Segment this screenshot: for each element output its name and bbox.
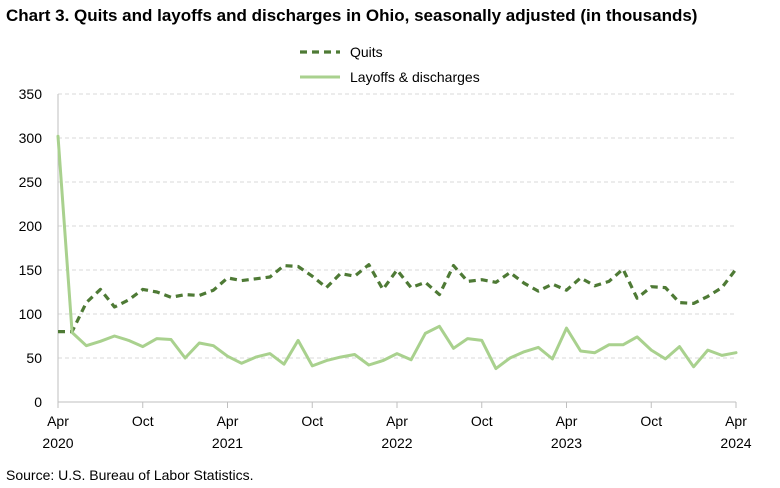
x-tick-label: Apr bbox=[725, 413, 747, 429]
x-tick-label: Oct bbox=[301, 413, 323, 429]
y-tick-label: 100 bbox=[19, 306, 43, 322]
x-tick-label: Oct bbox=[132, 413, 154, 429]
x-tick-year-label: 2022 bbox=[381, 435, 412, 451]
y-tick-label: 200 bbox=[19, 218, 43, 234]
x-tick-year-label: 2024 bbox=[720, 435, 751, 451]
axes: 0 50 100 150 200 250 300 350 Apr 2020 Oct Apr 2021 Oc… bbox=[19, 86, 752, 451]
x-tick-year-label: 2020 bbox=[42, 435, 73, 451]
x-tick-label: Oct bbox=[471, 413, 493, 429]
series-lines bbox=[56, 134, 738, 371]
y-tick-label: 350 bbox=[19, 86, 43, 102]
x-tick-year-label: 2021 bbox=[212, 435, 243, 451]
layoffs-discharges-series-line bbox=[56, 134, 738, 371]
gridlines bbox=[58, 93, 736, 359]
chart-title: Chart 3. Quits and layoffs and discharge… bbox=[6, 6, 698, 25]
y-tick-label: 0 bbox=[34, 394, 42, 410]
x-tick-label: Apr bbox=[47, 413, 69, 429]
legend-label: Layoffs & discharges bbox=[350, 69, 480, 85]
x-tick-label: Apr bbox=[556, 413, 578, 429]
y-tick-label: 300 bbox=[19, 130, 43, 146]
legend: Quits Layoffs & discharges bbox=[300, 44, 480, 85]
x-tick-label: Apr bbox=[386, 413, 408, 429]
legend-label: Quits bbox=[350, 44, 383, 60]
x-tick-year-label: 2023 bbox=[551, 435, 582, 451]
y-tick-label: 50 bbox=[26, 350, 42, 366]
x-tick-label: Oct bbox=[640, 413, 662, 429]
quits-series-line bbox=[58, 263, 738, 334]
chart-source: Source: U.S. Bureau of Labor Statistics. bbox=[6, 467, 254, 483]
y-tick-label: 150 bbox=[19, 262, 43, 278]
y-tick-label: 250 bbox=[19, 174, 43, 190]
x-tick-label: Apr bbox=[217, 413, 239, 429]
